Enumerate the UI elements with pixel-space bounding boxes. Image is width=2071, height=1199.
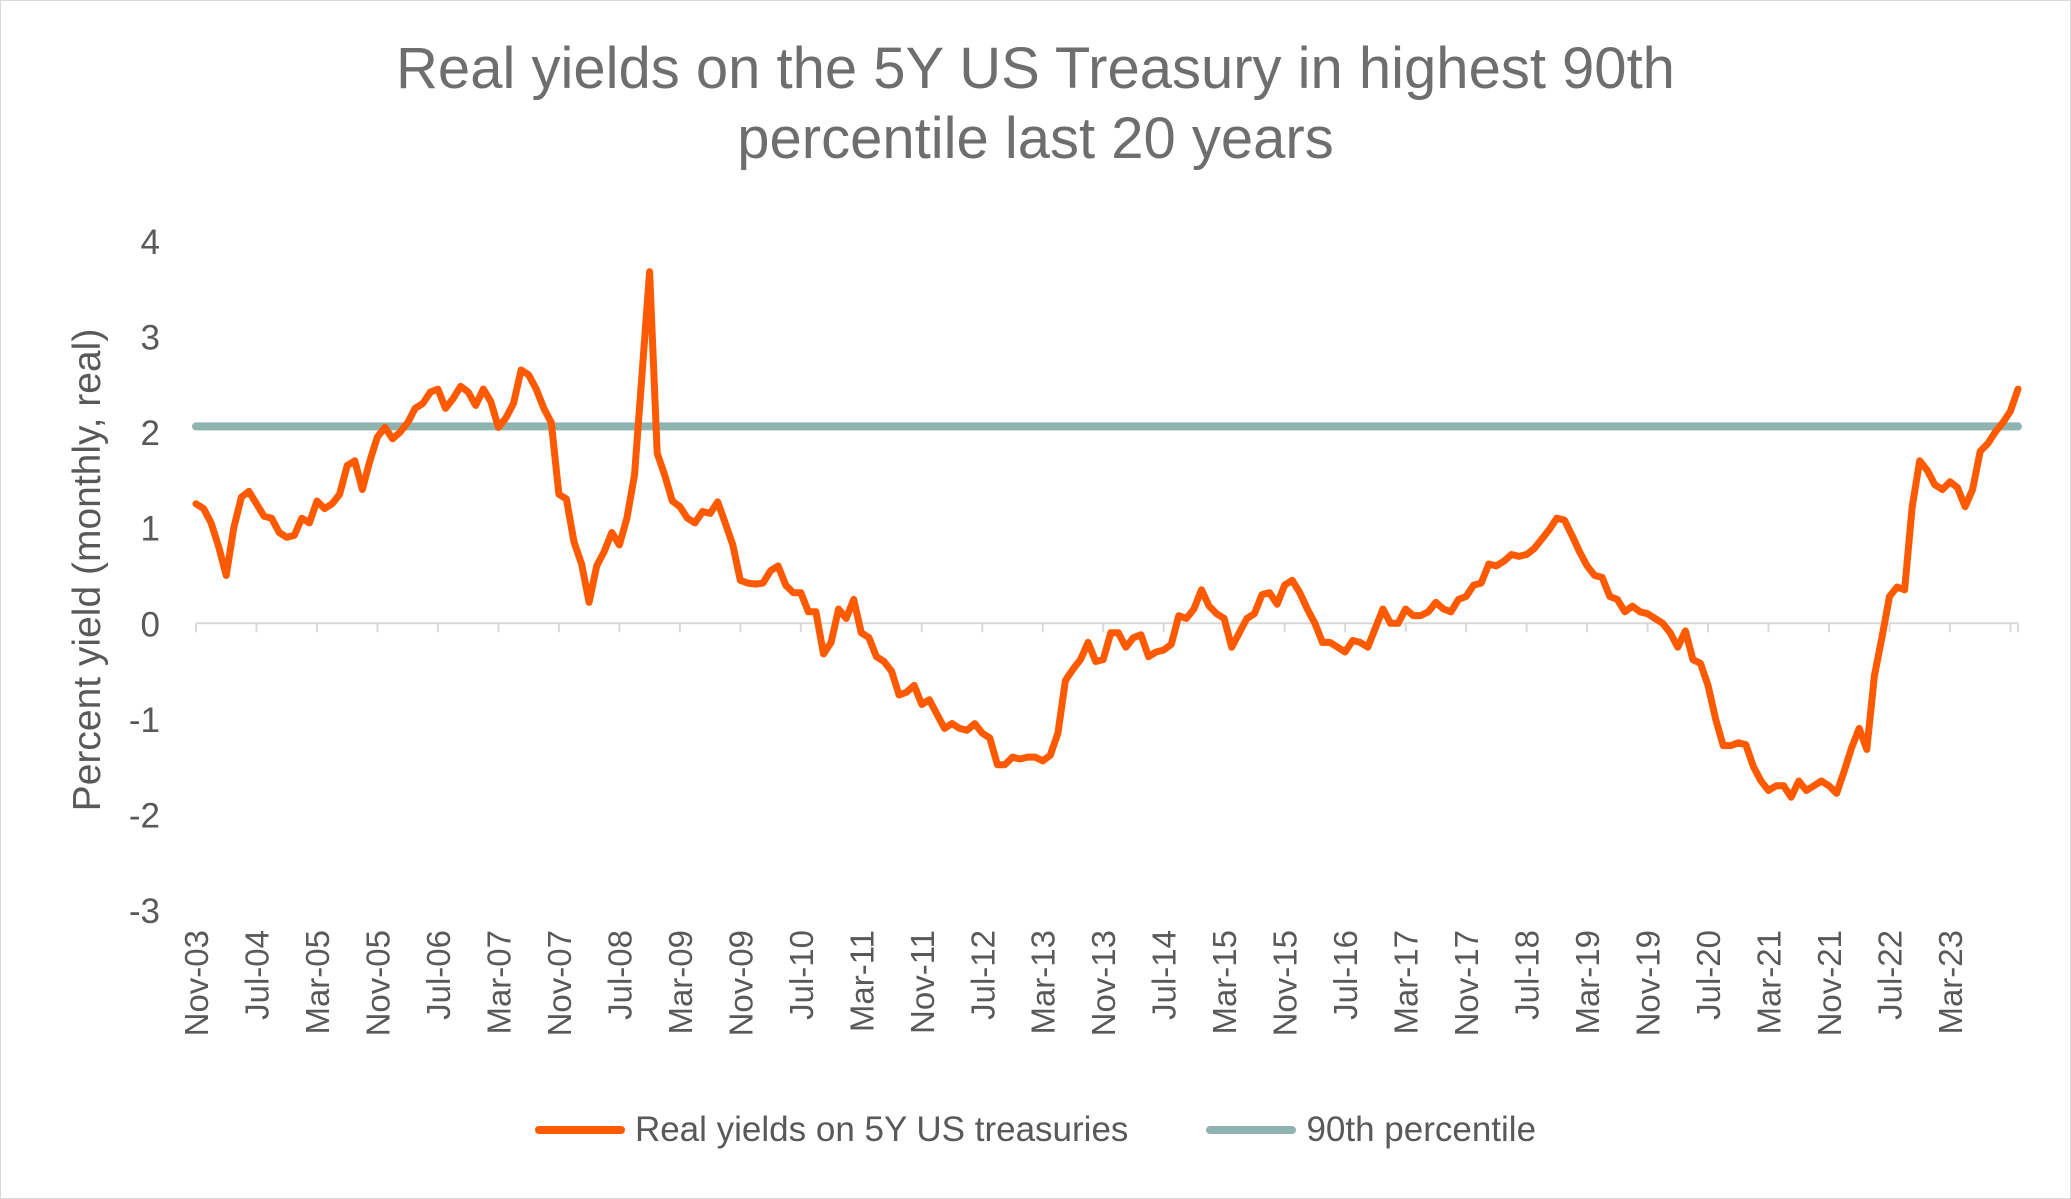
x-tick-label: Nov-05: [359, 930, 396, 1036]
x-tick-label: Nov-03: [178, 930, 215, 1036]
x-tick-label: Nov-09: [722, 930, 759, 1036]
x-tick-label: Nov-07: [541, 930, 578, 1036]
x-tick-label: Mar-07: [480, 930, 517, 1035]
y-tick-labels: 4 3 2 1 0 -1 -2 -3: [129, 223, 160, 931]
x-tick-label: Jul-14: [1146, 930, 1183, 1020]
x-tick-label: Nov-19: [1630, 930, 1667, 1036]
y-tick-label: -2: [129, 796, 160, 835]
x-tick-label: Nov-15: [1267, 930, 1304, 1036]
x-tick-label: Jul-08: [601, 930, 638, 1020]
x-tick-label: Mar-11: [843, 930, 880, 1032]
x-tick-label: Nov-13: [1085, 930, 1122, 1036]
legend-label-real-yields: Real yields on 5Y US treasuries: [634, 1110, 1129, 1149]
series-line-real-yields: [192, 268, 2022, 801]
x-tick-label: Mar-09: [662, 930, 699, 1035]
y-tick-label: 1: [141, 510, 160, 549]
x-tick-label: Jul-20: [1690, 930, 1727, 1020]
legend-swatch-real-yields: [534, 1126, 625, 1134]
x-tick-label: Mar-15: [1206, 930, 1243, 1035]
chart-title-line-1: Real yields on the 5Y US Treasury in hig…: [396, 36, 1675, 101]
x-tick-label: Mar-21: [1751, 930, 1788, 1035]
x-tick-label: Mar-19: [1569, 930, 1606, 1035]
y-tick-label: 2: [141, 414, 160, 453]
x-tick-label: Nov-17: [1448, 930, 1485, 1036]
x-tick-label: Jul-22: [1871, 930, 1908, 1020]
x-tick-label: Mar-05: [299, 930, 336, 1035]
chart-title: Real yields on the 5Y US Treasury in hig…: [0, 34, 2071, 174]
y-tick-label: -1: [129, 701, 160, 740]
x-axis: [195, 622, 2019, 633]
x-tick-label: Mar-17: [1388, 930, 1425, 1035]
legend-item-real-yields: Real yields on 5Y US treasuries: [534, 1110, 1129, 1150]
x-tick-label: Mar-13: [1025, 930, 1062, 1035]
legend: Real yields on 5Y US treasuries 90th per…: [0, 1110, 2071, 1150]
legend-item-90th-percentile: 90th percentile: [1206, 1110, 1536, 1150]
y-tick-label: 4: [141, 223, 160, 262]
x-tick-label: Jul-18: [1509, 930, 1546, 1020]
x-tick-label: Nov-21: [1811, 930, 1848, 1036]
y-tick-label: 3: [141, 319, 160, 358]
x-tick-label: Mar-23: [1932, 930, 1969, 1035]
legend-swatch-90th-percentile: [1206, 1126, 1297, 1134]
x-tick-label: Jul-04: [238, 930, 275, 1020]
legend-label-90th-percentile: 90th percentile: [1306, 1110, 1537, 1149]
x-tick-label: Jul-12: [964, 930, 1001, 1020]
y-tick-label: -3: [129, 892, 160, 931]
chart-title-line-2: percentile last 20 years: [737, 106, 1334, 171]
y-tick-label: 0: [141, 605, 160, 644]
x-tick-label: Jul-06: [420, 930, 457, 1020]
x-tick-label: Jul-16: [1327, 930, 1364, 1020]
x-tick-label: Jul-10: [783, 930, 820, 1020]
series-lines: [192, 268, 2022, 801]
x-tick-labels: Nov-03 Jul-04 Mar-05 Nov-05 Jul-06 Mar-07 Nov-…: [178, 930, 1969, 1036]
x-tick-label: Nov-11: [904, 930, 941, 1034]
